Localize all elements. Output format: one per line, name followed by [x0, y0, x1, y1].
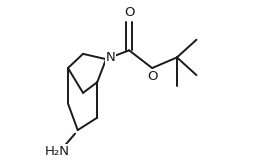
Text: N: N [106, 51, 115, 64]
Text: H₂N: H₂N [45, 145, 70, 158]
Text: O: O [124, 6, 134, 19]
Text: O: O [147, 70, 157, 83]
